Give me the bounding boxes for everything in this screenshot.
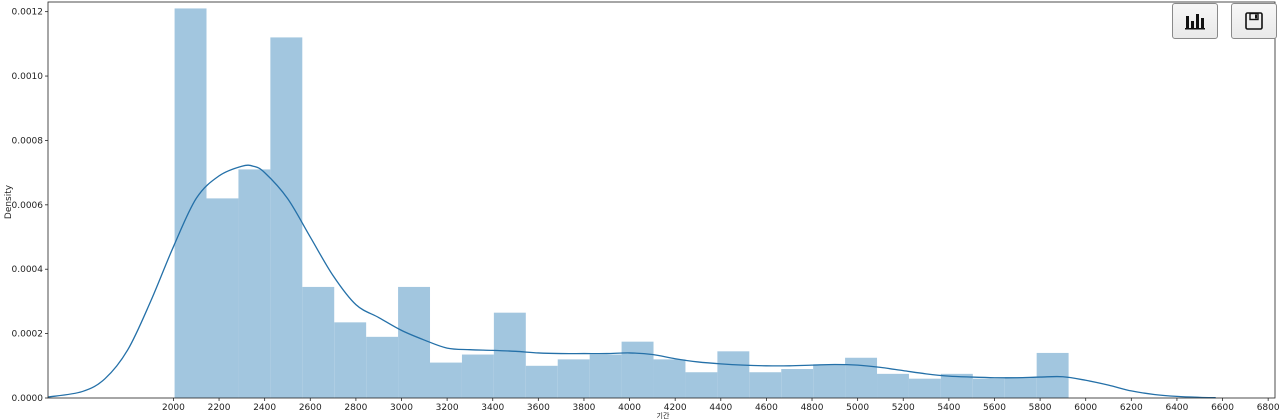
y-tick-label: 0.0004 [12, 265, 44, 275]
x-tick-label: 3000 [390, 403, 413, 413]
x-tick-label: 2200 [208, 403, 231, 413]
histogram-bar [493, 312, 526, 398]
y-tick-label: 0.0010 [12, 72, 44, 82]
x-tick-label: 6000 [1074, 403, 1097, 413]
histogram-bar [972, 378, 1005, 398]
histogram-bar [940, 373, 973, 398]
histogram-bar [461, 354, 494, 398]
x-tick-label: 4600 [755, 403, 778, 413]
save-icon [1245, 12, 1263, 30]
y-tick-label: 0.0008 [12, 136, 44, 146]
histogram-bar [1036, 352, 1069, 398]
x-tick-label: 6800 [1257, 403, 1280, 413]
histogram-bar [238, 169, 271, 398]
histogram-bar [781, 369, 814, 398]
x-tick-label: 4200 [664, 403, 687, 413]
histogram-bar [813, 364, 846, 398]
x-tick-label: 5600 [983, 403, 1006, 413]
histogram-bar [685, 372, 718, 398]
histogram-bar [302, 286, 335, 398]
x-tick-label: 3800 [573, 403, 596, 413]
histogram-bar [366, 336, 399, 398]
histogram-bar [653, 359, 686, 398]
histogram-bar [174, 8, 207, 398]
y-tick-label: 0.0002 [12, 330, 44, 340]
histogram-bar [621, 341, 654, 398]
x-tick-label: 5000 [846, 403, 869, 413]
bar-chart-icon [1185, 12, 1205, 30]
y-axis-ticks: 0.0000 0.0002 0.0004 0.0006 0.0008 0.0010 0.00… [12, 8, 48, 404]
kde-curve-group [47, 164, 1216, 399]
axes-frame [47, 1, 1276, 399]
x-tick-label: 2400 [253, 403, 276, 413]
x-tick-label: 2600 [299, 403, 322, 413]
y-tick-label: 0.0012 [12, 8, 44, 18]
x-tick-label: 5800 [1029, 403, 1052, 413]
x-tick-label: 3600 [527, 403, 550, 413]
x-tick-label: 2800 [344, 403, 367, 413]
histogram-bar [525, 365, 558, 398]
y-axis-title: Density [4, 184, 14, 219]
histogram-bar [845, 357, 878, 398]
x-tick-label: 5400 [937, 403, 960, 413]
histogram-bar [334, 322, 367, 398]
y-tick-label: 0.0000 [12, 394, 44, 404]
toolbar-save-button[interactable] [1231, 3, 1277, 39]
histogram-bars [174, 8, 1069, 398]
x-axis-title: 기간 [657, 411, 670, 420]
toolbar-chart-button[interactable] [1172, 3, 1218, 39]
histogram-bar [270, 37, 303, 398]
histogram-bar [430, 362, 462, 398]
histogram-bar [206, 198, 239, 398]
histogram-bar [557, 359, 590, 398]
x-tick-label: 4400 [709, 403, 732, 413]
x-tick-label: 2000 [162, 403, 185, 413]
histogram-bar [1004, 377, 1037, 398]
histogram-bar [398, 286, 431, 398]
histogram-bar [717, 351, 750, 398]
x-tick-label: 6600 [1211, 403, 1234, 413]
x-tick-label: 6400 [1165, 403, 1188, 413]
histogram-bar [589, 354, 622, 398]
histogram-bar [908, 378, 941, 398]
x-tick-label: 6200 [1120, 403, 1143, 413]
x-tick-label: 3400 [481, 403, 504, 413]
kde-curve [47, 164, 1216, 399]
histogram-bar [749, 372, 782, 398]
x-axis-ticks: 2000 2200 2400 2600 2800 3000 3200 3400 3600 3800… [162, 398, 1280, 413]
x-tick-label: 3200 [436, 403, 459, 413]
x-tick-label: 4800 [801, 403, 824, 413]
y-tick-label: 0.0006 [12, 201, 44, 211]
x-tick-label: 4000 [618, 403, 641, 413]
axes [47, 1, 1276, 399]
x-tick-label: 5200 [892, 403, 915, 413]
histogram-bar [877, 373, 909, 398]
